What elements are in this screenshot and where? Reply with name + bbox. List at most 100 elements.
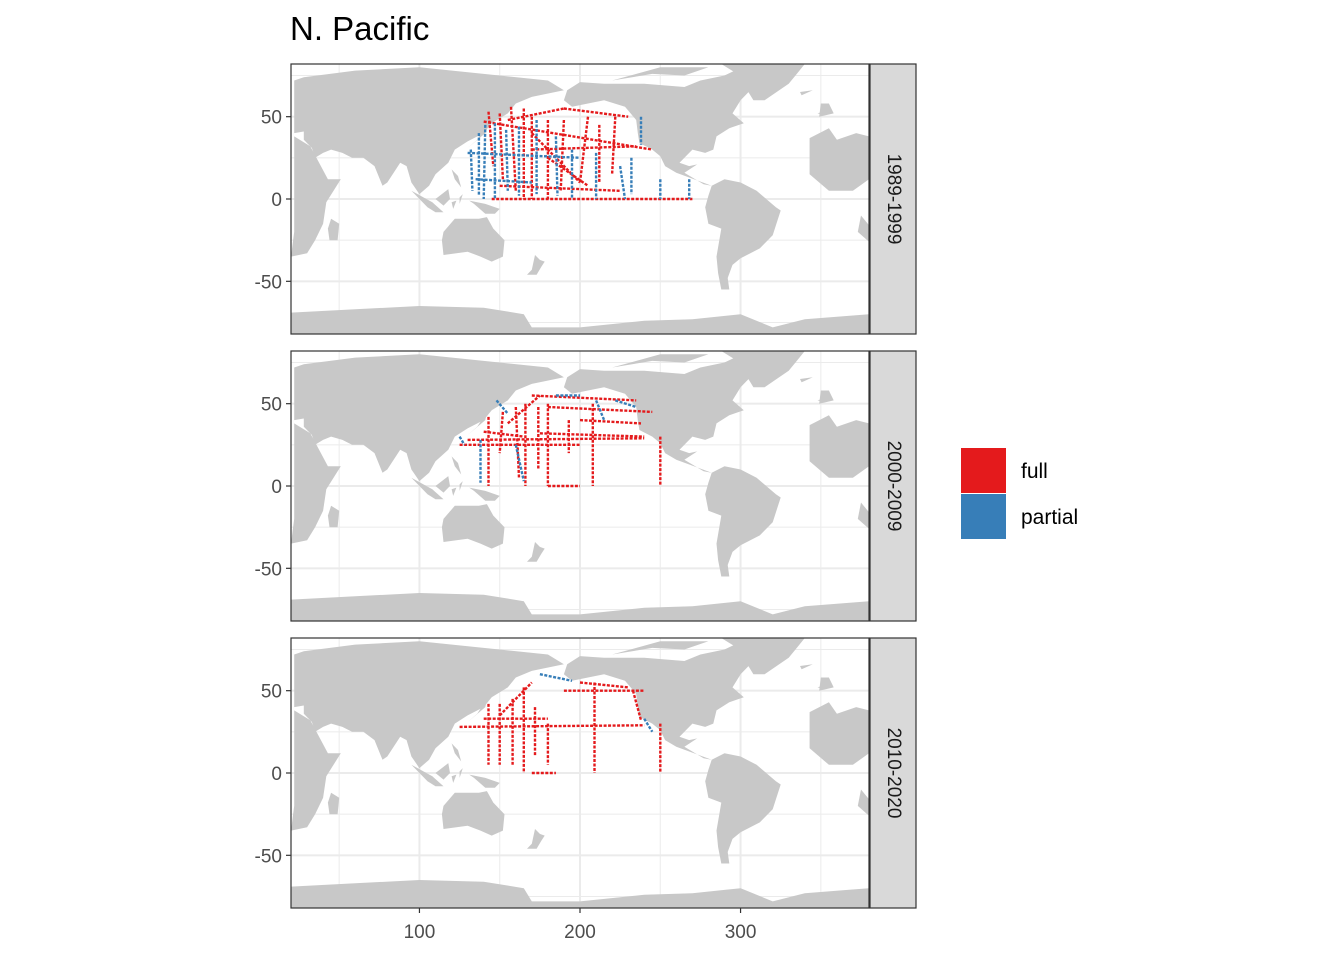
land-mass (705, 753, 781, 864)
facet-strip-label: 2010-2020 (883, 728, 904, 819)
facet-panel: 50 0 -50 2000-2009 (255, 350, 917, 622)
land-mass (809, 415, 869, 478)
track-full (509, 106, 517, 191)
land-mass (435, 476, 450, 493)
land-mass (563, 638, 773, 760)
land-mass (809, 702, 869, 765)
land-mass (817, 110, 828, 115)
land-mass (327, 505, 340, 528)
land-mass (800, 377, 813, 383)
facet-panel: 50 0 -50 1989-1999 (255, 63, 917, 335)
y-tick-label: 50 (261, 108, 282, 129)
land-mass (800, 90, 813, 96)
facet-strip-label: 1989-1999 (883, 154, 904, 245)
y-tick-label: 0 (271, 190, 282, 211)
land-mass (459, 481, 463, 491)
y-tick-label: 50 (261, 682, 282, 703)
land-mass (294, 641, 564, 769)
track-partial (539, 673, 573, 682)
land-mass (291, 593, 869, 621)
land-mass (527, 829, 545, 849)
track-full (483, 120, 653, 151)
land-mass (705, 179, 781, 290)
track-partial (482, 124, 487, 200)
x-axis: 100 200 300 (404, 908, 757, 943)
land-mass (721, 638, 805, 675)
land-mass (291, 880, 869, 908)
track-full (467, 437, 645, 442)
land-mass (469, 774, 500, 788)
land-mass (294, 67, 564, 195)
legend-key-partial (961, 494, 1006, 539)
land-mass (291, 136, 341, 257)
land-mass (817, 397, 828, 402)
land-mass (291, 306, 869, 334)
track-full (547, 156, 589, 187)
y-tick-label: -50 (255, 559, 282, 580)
track-full (507, 107, 565, 122)
track-full (507, 394, 541, 425)
y-tick-label: 0 (271, 477, 282, 498)
x-tick-label: 300 (725, 922, 757, 943)
legend-label-full: full (1021, 460, 1048, 483)
track-partial (469, 149, 474, 191)
land-mass (817, 684, 828, 689)
y-tick-label: 0 (271, 764, 282, 785)
panel-body (291, 64, 869, 334)
track-full (579, 418, 642, 425)
track-full (531, 394, 637, 402)
land-mass (411, 477, 444, 500)
facet-panels: 50 0 -50 1989-1999 50 0 -50 2000-2009 50 0 -50 2010… (255, 63, 917, 909)
track-full (531, 145, 637, 151)
land-mass (451, 456, 462, 475)
track-full (539, 432, 645, 438)
land-mass (721, 64, 805, 101)
panel-body (291, 351, 869, 621)
land-mass (721, 351, 805, 388)
land-mass (857, 789, 869, 816)
facet-strip (869, 63, 917, 335)
land-mass (294, 354, 564, 482)
legend: full partial (961, 448, 1078, 539)
land-mass (291, 423, 341, 544)
track-full (498, 113, 505, 180)
facet-strip (869, 350, 917, 622)
track-full (487, 111, 495, 167)
y-tick-label: 50 (261, 395, 282, 416)
track-full (610, 116, 617, 175)
land-mass (612, 354, 709, 368)
land-mass (451, 743, 462, 762)
track-partial (467, 151, 581, 159)
y-tick-label: -50 (255, 846, 282, 867)
x-tick-label: 100 (404, 922, 436, 943)
track-partial (594, 399, 606, 421)
land-mass (411, 190, 444, 213)
track-full (578, 116, 590, 183)
plot-title: N. Pacific (290, 10, 429, 47)
track-partial (554, 136, 559, 196)
land-mass (809, 128, 869, 191)
track-partial (643, 718, 654, 733)
facet-strip (869, 637, 917, 909)
y-tick-label: -50 (255, 272, 282, 293)
land-mass (459, 768, 463, 778)
land-mass (441, 791, 505, 836)
land-mass (435, 763, 450, 780)
track-full (579, 681, 629, 689)
track-partial (458, 435, 466, 446)
track-full (459, 724, 645, 729)
track-partial (514, 444, 525, 482)
track-partial (495, 399, 509, 415)
land-mass (411, 764, 444, 787)
land-mass (441, 217, 505, 262)
land-mass (451, 487, 457, 496)
land-mass (469, 487, 500, 501)
land-mass (451, 169, 462, 188)
track-full (498, 411, 505, 454)
land-mass (612, 641, 709, 655)
legend-label-partial: partial (1021, 506, 1078, 529)
track-full (563, 107, 629, 118)
land-mass (563, 351, 773, 473)
land-mass (441, 504, 505, 549)
